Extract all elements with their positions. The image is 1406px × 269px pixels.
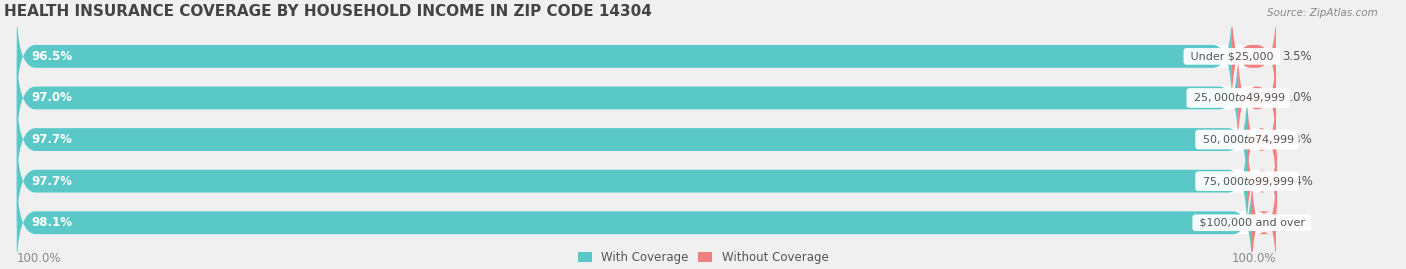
FancyBboxPatch shape [17,47,1275,149]
Text: 3.5%: 3.5% [1282,50,1312,63]
Text: $25,000 to $49,999: $25,000 to $49,999 [1189,91,1286,104]
FancyBboxPatch shape [17,172,1251,269]
Text: Source: ZipAtlas.com: Source: ZipAtlas.com [1267,8,1378,18]
Text: $50,000 to $74,999: $50,000 to $74,999 [1198,133,1295,146]
Text: 97.7%: 97.7% [32,175,73,188]
FancyBboxPatch shape [1251,172,1275,269]
Text: 100.0%: 100.0% [1232,252,1275,265]
FancyBboxPatch shape [1247,89,1275,190]
FancyBboxPatch shape [17,89,1247,190]
FancyBboxPatch shape [1232,5,1275,107]
Text: 98.1%: 98.1% [32,216,73,229]
FancyBboxPatch shape [1247,130,1277,232]
Text: 1.9%: 1.9% [1282,216,1312,229]
Legend: With Coverage, Without Coverage: With Coverage, Without Coverage [578,251,828,264]
FancyBboxPatch shape [17,130,1247,232]
Text: 96.5%: 96.5% [32,50,73,63]
FancyBboxPatch shape [17,5,1275,107]
Text: 100.0%: 100.0% [17,252,62,265]
FancyBboxPatch shape [17,89,1275,190]
Text: 3.0%: 3.0% [1282,91,1312,104]
Text: 97.0%: 97.0% [32,91,73,104]
Text: $75,000 to $99,999: $75,000 to $99,999 [1198,175,1295,188]
FancyBboxPatch shape [17,5,1232,107]
Text: $100,000 and over: $100,000 and over [1195,218,1308,228]
Text: 2.3%: 2.3% [1282,133,1312,146]
FancyBboxPatch shape [17,130,1275,232]
Text: Under $25,000: Under $25,000 [1187,51,1277,61]
Text: 97.7%: 97.7% [32,133,73,146]
Text: 2.4%: 2.4% [1284,175,1313,188]
FancyBboxPatch shape [1239,47,1275,149]
FancyBboxPatch shape [17,47,1239,149]
Text: HEALTH INSURANCE COVERAGE BY HOUSEHOLD INCOME IN ZIP CODE 14304: HEALTH INSURANCE COVERAGE BY HOUSEHOLD I… [4,4,652,19]
FancyBboxPatch shape [17,172,1275,269]
